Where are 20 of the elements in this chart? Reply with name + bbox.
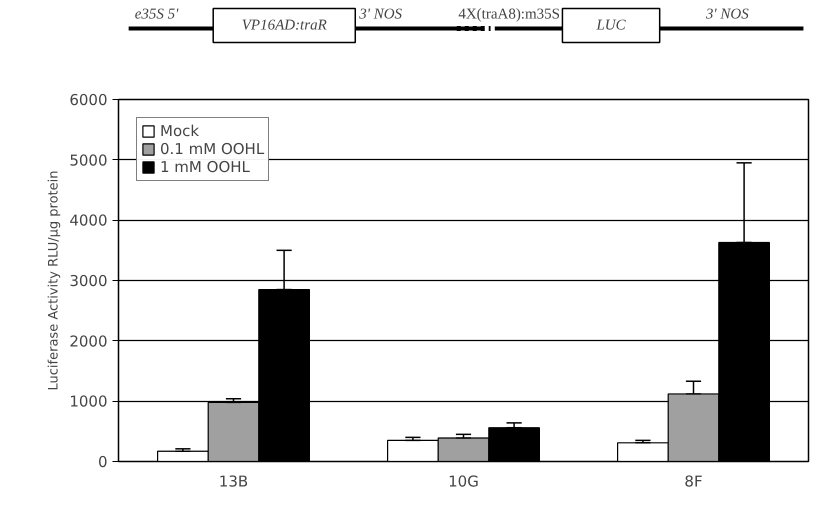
text: 4X(traA8):m35S: [458, 6, 560, 22]
x-tick-label: 8F: [684, 472, 703, 490]
text: 3' NOS: [358, 6, 403, 22]
x-tick-label: 13B: [218, 472, 248, 490]
y-tick-label: 2000: [69, 332, 108, 350]
y-tick-label: 1000: [69, 392, 108, 411]
y-tick-label: 4000: [69, 212, 108, 230]
text: LUC: [595, 18, 627, 34]
legend-label: 0.1 mM OOHL: [160, 140, 264, 158]
y-tick-label: 3000: [69, 272, 108, 290]
text: e35S 5': [134, 6, 180, 22]
y-tick-label: 5000: [69, 151, 108, 170]
legend-label: Mock: [160, 122, 200, 140]
y-axis-title: Luciferase Activity RLU/µg protein: [46, 170, 62, 390]
text: 3' NOS: [704, 6, 750, 22]
y-tick-label: 6000: [69, 91, 108, 109]
x-tick-label: 10G: [448, 472, 479, 490]
legend-label: 1 mM OOHL: [160, 158, 250, 176]
y-tick-label: 0: [98, 453, 108, 471]
text: VP16AD:traR: [242, 18, 327, 34]
